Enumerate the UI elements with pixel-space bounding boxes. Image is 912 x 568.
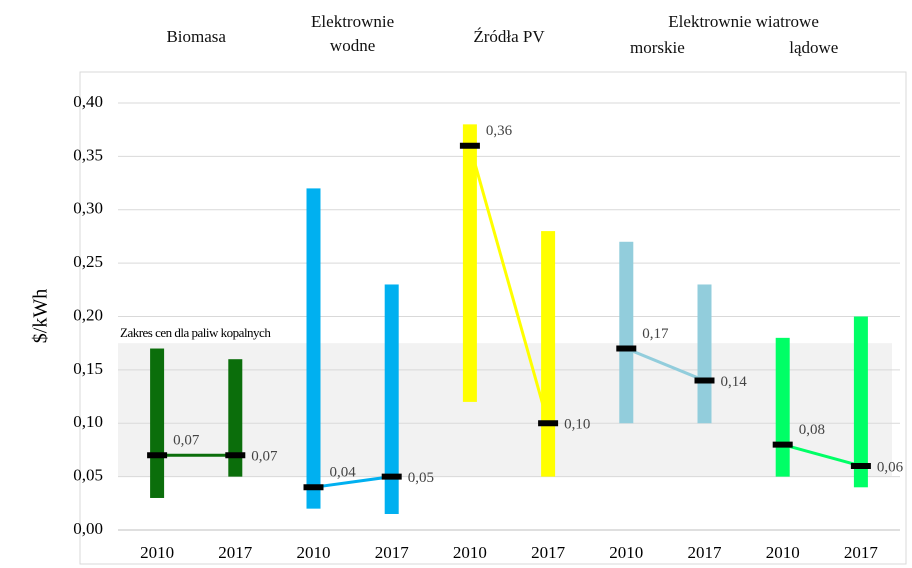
value-label: 0,14	[721, 374, 748, 390]
y-tick-label: 0,15	[73, 359, 103, 378]
y-tick-label: 0,05	[73, 466, 103, 485]
range-bar	[697, 284, 712, 424]
fossil-band-label: Zakres cen dla paliw kopalnych	[120, 325, 271, 340]
y-tick-label: 0,35	[73, 145, 103, 164]
legend-sub-label: morskie	[630, 38, 685, 57]
median-line	[625, 347, 706, 382]
range-bar	[150, 348, 165, 498]
x-tick-label: 2017	[218, 543, 253, 562]
range-bar	[384, 284, 399, 514]
range-bar	[306, 188, 321, 509]
value-label: 0,10	[564, 417, 590, 433]
value-label: 0,08	[799, 422, 825, 438]
x-tick-label: 2010	[766, 543, 800, 562]
range-bar	[541, 231, 556, 477]
median-line	[782, 443, 862, 468]
x-tick-label: 2017	[688, 543, 723, 562]
group-title: Elektrownie wiatrowe	[668, 12, 819, 31]
x-tick-label: 2010	[297, 543, 331, 562]
plot-border	[79, 71, 907, 565]
x-tick-label: 2010	[140, 543, 174, 562]
range-bar	[775, 337, 790, 477]
value-label: 0,04	[330, 465, 357, 481]
legend-label: Elektrownie wodne	[311, 12, 395, 55]
y-tick-label: 0,30	[73, 199, 103, 218]
x-tick-label: 2010	[453, 543, 487, 562]
x-tick-label: 2017	[375, 543, 410, 562]
legend-label: Biomasa	[166, 27, 226, 46]
value-label: 0,05	[408, 470, 434, 486]
y-tick-label: 0,40	[73, 92, 103, 111]
y-tick-label: 0,25	[73, 252, 103, 271]
range-bar	[853, 316, 868, 488]
range-bar	[619, 241, 634, 424]
value-label: 0,07	[173, 433, 200, 449]
range-bar	[462, 124, 477, 402]
value-label: 0,17	[642, 326, 669, 342]
value-label: 0,36	[486, 123, 513, 139]
x-tick-label: 2017	[531, 543, 566, 562]
range-bar	[228, 359, 243, 477]
y-axis-title: $/kWh	[30, 289, 52, 343]
value-label: 0,07	[251, 449, 278, 465]
value-label: 0,06	[877, 459, 904, 475]
y-tick-label: 0,20	[73, 305, 103, 324]
y-tick-label: 0,00	[73, 519, 103, 538]
median-line	[313, 475, 392, 489]
y-tick-label: 0,10	[73, 412, 103, 431]
x-tick-label: 2017	[844, 543, 879, 562]
x-tick-label: 2010	[609, 543, 643, 562]
legend-label: Źródła PV	[473, 27, 545, 46]
legend-sub-label: lądowe	[789, 38, 839, 57]
fossil-band	[118, 343, 892, 477]
median-line	[468, 145, 550, 424]
